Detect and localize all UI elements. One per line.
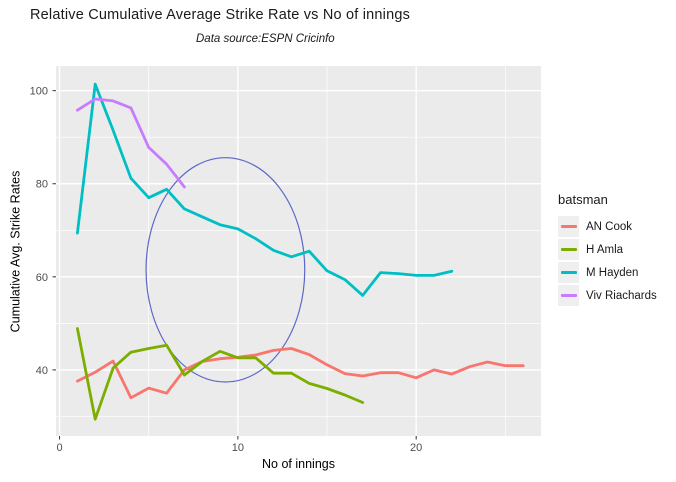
legend-title: batsman — [558, 192, 608, 207]
legend-key-swatch — [558, 285, 579, 306]
y-tick-label: 80 — [36, 179, 48, 191]
legend-item-label: AN Cook — [586, 220, 633, 233]
chart-title: Relative Cumulative Average Strike Rate … — [30, 7, 411, 23]
legend-key-swatch — [558, 239, 579, 260]
chart-subtitle: Data source:ESPN Cricinfo — [196, 33, 335, 45]
y-tick-label: 40 — [36, 365, 48, 377]
highlight-ellipse-annotation — [145, 157, 306, 383]
legend-key-line — [560, 271, 577, 274]
x-axis-label: No of innings — [262, 457, 335, 471]
x-tick-label: 0 — [57, 442, 63, 454]
legend-item-m-hayden: M Hayden — [558, 261, 657, 284]
series-line-viv-riachards — [76, 97, 186, 189]
y-tick-label: 100 — [30, 86, 48, 98]
legend-key-line — [560, 248, 577, 251]
legend-item-label: H Amla — [586, 243, 624, 256]
y-axis-label: Cumulative Avg. Strike Rates — [8, 170, 23, 333]
plot-panel — [56, 66, 541, 436]
series-line-an-cook — [76, 347, 525, 400]
legend-item-an-cook: AN Cook — [558, 215, 657, 238]
legend-items: AN Cook H Amla M Hayden Viv Riachards — [558, 215, 657, 307]
legend-item-label: M Hayden — [586, 266, 639, 279]
x-tick-label: 10 — [232, 442, 244, 454]
legend-item-h-amla: H Amla — [558, 238, 657, 261]
legend-key-line — [560, 294, 577, 297]
x-tick-label: 20 — [410, 442, 422, 454]
series-line-h-amla — [76, 327, 365, 421]
legend-key-line — [560, 225, 577, 228]
legend-item-label: Viv Riachards — [586, 289, 657, 302]
legend-key-swatch — [558, 262, 579, 283]
y-tick-label: 60 — [36, 272, 48, 284]
legend-item-viv-riachards: Viv Riachards — [558, 284, 657, 307]
series-line-m-hayden — [76, 82, 454, 297]
legend-key-swatch — [558, 216, 579, 237]
legend: batsman AN Cook H Amla M Hayden Viv Riachar… — [558, 192, 657, 307]
